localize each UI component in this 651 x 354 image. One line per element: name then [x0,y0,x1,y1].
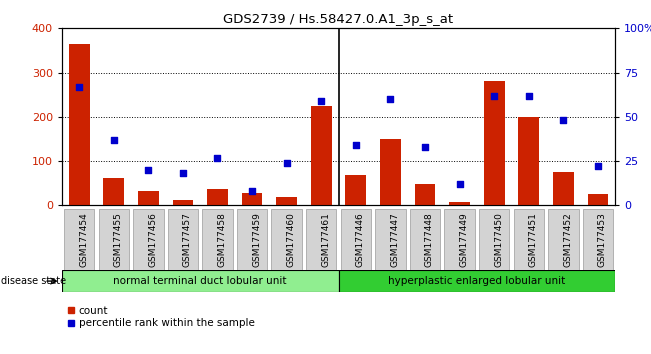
FancyBboxPatch shape [62,270,339,292]
Point [316,98,326,104]
FancyBboxPatch shape [133,209,163,271]
Text: GSM177447: GSM177447 [391,212,400,267]
FancyBboxPatch shape [375,209,406,271]
Point [385,96,396,102]
Bar [346,175,366,205]
Text: GSM177451: GSM177451 [529,212,538,267]
FancyBboxPatch shape [237,209,268,271]
Bar [207,189,228,205]
Text: GSM177449: GSM177449 [460,212,469,267]
Bar [104,178,124,205]
Bar [138,191,159,205]
Text: GSM177450: GSM177450 [494,212,503,267]
FancyBboxPatch shape [548,209,579,271]
Title: GDS2739 / Hs.58427.0.A1_3p_s_at: GDS2739 / Hs.58427.0.A1_3p_s_at [223,13,454,26]
Text: GSM177458: GSM177458 [217,212,227,267]
Text: GSM177452: GSM177452 [563,212,572,267]
Bar [553,172,574,205]
Text: GSM177460: GSM177460 [286,212,296,267]
Text: GSM177455: GSM177455 [114,212,123,267]
Point [281,160,292,166]
Bar [173,200,193,205]
Text: GSM177454: GSM177454 [79,212,88,267]
Text: GSM177446: GSM177446 [356,212,365,267]
Point [143,167,154,173]
Point [212,155,223,160]
FancyBboxPatch shape [583,209,613,271]
Legend: count, percentile rank within the sample: count, percentile rank within the sample [67,306,255,328]
Point [454,181,465,187]
Bar [415,184,436,205]
Point [74,84,85,90]
Point [420,144,430,150]
Bar [518,117,539,205]
Bar [587,194,608,205]
Bar [276,198,297,205]
Text: hyperplastic enlarged lobular unit: hyperplastic enlarged lobular unit [388,276,566,286]
Text: GSM177457: GSM177457 [183,212,192,267]
FancyBboxPatch shape [409,209,440,271]
Text: disease state: disease state [1,276,66,286]
FancyBboxPatch shape [445,209,475,271]
FancyBboxPatch shape [202,209,232,271]
FancyBboxPatch shape [306,209,337,271]
Text: GSM177448: GSM177448 [425,212,434,267]
FancyBboxPatch shape [64,209,94,271]
FancyBboxPatch shape [479,209,509,271]
Point [558,118,568,123]
Bar [69,44,90,205]
Point [351,142,361,148]
Bar [449,202,470,205]
FancyBboxPatch shape [98,209,129,271]
FancyBboxPatch shape [514,209,544,271]
Point [178,171,188,176]
Text: GSM177459: GSM177459 [252,212,261,267]
Point [247,188,257,194]
Bar [380,139,401,205]
Point [109,137,119,143]
Text: GSM177461: GSM177461 [321,212,330,267]
Point [592,164,603,169]
Point [523,93,534,98]
Bar [484,81,505,205]
Bar [311,106,331,205]
Bar [242,193,262,205]
FancyBboxPatch shape [271,209,302,271]
FancyBboxPatch shape [168,209,198,271]
FancyBboxPatch shape [340,209,371,271]
Text: GSM177453: GSM177453 [598,212,607,267]
Text: GSM177456: GSM177456 [148,212,158,267]
Point [489,93,499,98]
FancyBboxPatch shape [339,270,615,292]
Text: normal terminal duct lobular unit: normal terminal duct lobular unit [113,276,287,286]
